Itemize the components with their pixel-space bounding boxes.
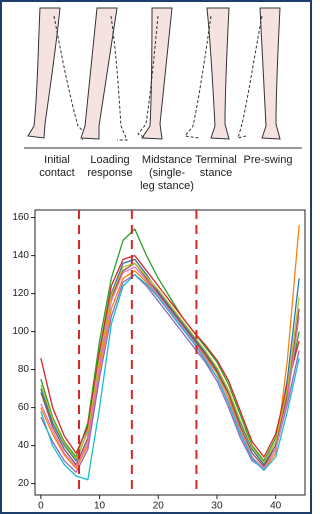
phase-label: Midstance — [142, 154, 192, 166]
phase-label: Initial — [44, 154, 70, 166]
phase-label: contact — [39, 167, 74, 179]
y-tick-label: 60 — [18, 402, 30, 413]
phase-label: Pre-swing — [244, 154, 293, 166]
y-tick-label: 100 — [12, 326, 29, 337]
phase-label: response — [87, 167, 132, 179]
phase-label: leg stance) — [140, 180, 194, 192]
phase-label: Terminal — [195, 154, 237, 166]
x-tick-label: 40 — [270, 501, 282, 512]
y-tick-label: 40 — [18, 440, 30, 451]
y-tick-label: 160 — [12, 212, 29, 223]
x-tick-label: 0 — [38, 501, 44, 512]
y-tick-label: 140 — [12, 250, 29, 261]
phase-label: stance — [200, 167, 232, 179]
chart: 20 40 60 80 100 120 140 160 0 10 20 30 40 — [12, 210, 305, 512]
y-tick-label: 120 — [12, 288, 29, 299]
phase-label: Loading — [90, 154, 129, 166]
phase-label: (single- — [149, 167, 185, 179]
leg-figure — [28, 8, 86, 140]
leg-figure — [238, 8, 280, 139]
x-tick-label: 10 — [94, 501, 106, 512]
x-tick-label: 20 — [153, 501, 165, 512]
gait-illustrations — [24, 8, 302, 148]
leg-figure — [185, 8, 229, 139]
leg-figure — [138, 8, 172, 139]
y-tick-label: 20 — [18, 478, 30, 489]
leg-figure — [81, 8, 127, 140]
x-tick-label: 30 — [211, 501, 223, 512]
y-tick-label: 80 — [18, 364, 30, 375]
